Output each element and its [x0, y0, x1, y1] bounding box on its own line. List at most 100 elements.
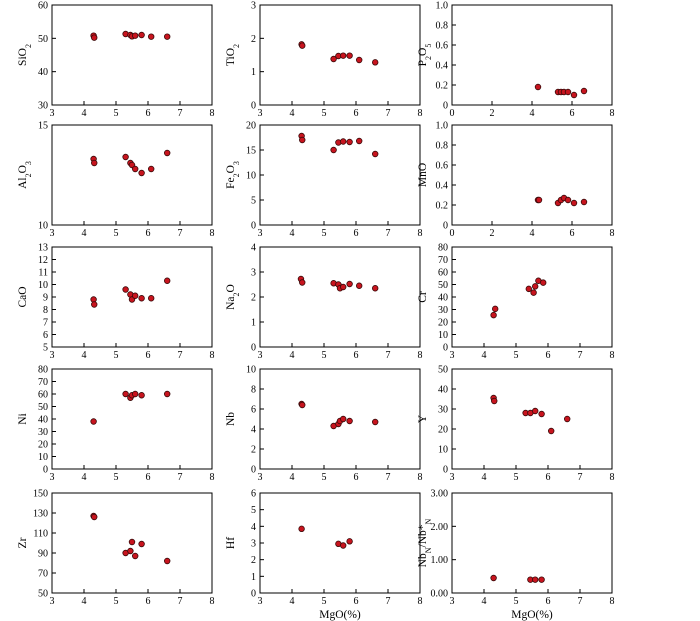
y-axis-label-part: N: [424, 518, 433, 524]
x-tick-label: 5: [514, 350, 519, 361]
data-point: [163, 149, 171, 157]
y-axis-label: Cr: [417, 291, 429, 303]
y-tick-label: 15: [246, 146, 256, 157]
y-axis-label-part: Nb: [417, 553, 429, 567]
y-axis-label-part: 5: [424, 44, 433, 48]
data-point: [299, 136, 306, 144]
x-tick-label: 4: [530, 108, 535, 119]
x-tick-label: 8: [210, 350, 215, 361]
x-tick-label: 3: [50, 228, 55, 239]
x-tick-label: 5: [322, 228, 327, 239]
data-point: [490, 311, 497, 319]
data-point: [131, 390, 139, 398]
x-tick-label: 4: [82, 596, 87, 607]
y-tick-label: 10: [38, 452, 48, 463]
y-tick-label: 0: [251, 343, 256, 354]
plot-frame: [51, 4, 213, 106]
x-tick-label: 7: [178, 472, 183, 483]
y-axis-label-part: TiO: [225, 48, 237, 66]
x-tick-label: 3: [258, 472, 263, 483]
y-tick-label: 60: [38, 1, 48, 12]
x-tick-label: 4: [290, 108, 295, 119]
y-tick-label: 20: [38, 440, 48, 451]
y-axis-label-part: Nb: [225, 412, 237, 426]
y-tick-label: 0.00: [431, 589, 449, 600]
plot-frame: [51, 124, 213, 226]
y-axis-label-part: SiO: [17, 48, 29, 66]
y-tick-label: 6: [251, 405, 256, 416]
x-tick-label: 5: [114, 472, 119, 483]
data-point: [540, 279, 547, 286]
y-tick-label: 40: [38, 67, 48, 78]
x-tick-label: 6: [146, 108, 151, 119]
chart-panel-11: 3 4 5 6 7 8 0 10 20 30 40 50 Y: [417, 365, 615, 484]
y-tick-label: 11: [38, 268, 48, 279]
y-axis-label-part: Al: [17, 177, 29, 189]
y-tick-label: 0.2: [436, 201, 449, 212]
y-tick-label: 3: [251, 539, 256, 550]
y-axis-label-part: MnO: [417, 163, 429, 187]
y-tick-label: 0: [443, 343, 448, 354]
data-point: [530, 289, 537, 296]
x-tick-label: 2: [490, 108, 495, 119]
y-tick-label: 2: [251, 445, 256, 456]
data-point: [372, 418, 379, 426]
x-tick-label: 5: [114, 108, 119, 119]
y-axis-label-part: /Nb*: [417, 524, 429, 547]
y-tick-label: 1: [251, 318, 256, 329]
plot-frame: [451, 246, 613, 348]
chart-panel-13: 3 4 5 6 7 8 0 1 2 3 4 5 6 Hf MgO(%): [225, 489, 423, 621]
data-point: [163, 557, 171, 565]
y-tick-label: 5: [43, 343, 48, 354]
data-point: [330, 146, 337, 154]
data-point: [492, 305, 499, 313]
x-tick-label: 8: [418, 228, 423, 239]
x-tick-label: 5: [322, 472, 327, 483]
data-point: [532, 407, 539, 415]
data-point: [580, 87, 588, 95]
x-tick-label: 0: [450, 228, 455, 239]
y-tick-label: 0.4: [436, 181, 449, 192]
data-point: [122, 286, 129, 293]
y-tick-label: 90: [38, 549, 48, 560]
data-point: [570, 91, 578, 99]
x-tick-label: 6: [570, 108, 575, 119]
y-tick-label: 15: [38, 121, 48, 132]
y-tick-label: 2.00: [431, 522, 449, 533]
y-axis-label: Zr: [17, 537, 29, 548]
data-point: [127, 547, 134, 555]
y-axis-label: Al2O3: [17, 161, 33, 189]
y-tick-label: 50: [38, 34, 48, 45]
y-tick-label: 0.4: [436, 61, 449, 72]
x-tick-label: 3: [258, 350, 263, 361]
y-tick-label: 2: [251, 555, 256, 566]
x-tick-label: 7: [578, 472, 583, 483]
x-tick-label: 6: [146, 228, 151, 239]
x-tick-label: 6: [354, 108, 359, 119]
y-tick-label: 6: [43, 330, 48, 341]
y-tick-label: 0.6: [436, 41, 449, 52]
y-axis-label-part: P: [417, 60, 429, 66]
x-tick-label: 4: [82, 472, 87, 483]
y-tick-label: 0: [43, 465, 48, 476]
plot-frame: [51, 368, 213, 470]
y-axis-label-part: N: [424, 547, 433, 553]
plot-frame: [51, 492, 213, 594]
y-axis-label: SiO2: [17, 44, 33, 66]
data-point: [538, 576, 545, 583]
x-tick-label: 8: [418, 108, 423, 119]
x-tick-label: 4: [482, 350, 487, 361]
y-axis-label-part: O: [17, 165, 29, 173]
y-tick-label: 0.2: [436, 81, 449, 92]
x-tick-label: 7: [578, 350, 583, 361]
data-point: [580, 198, 588, 206]
plot-frame: [259, 246, 421, 348]
y-tick-label: 50: [438, 365, 448, 376]
y-tick-label: 1: [251, 67, 256, 78]
